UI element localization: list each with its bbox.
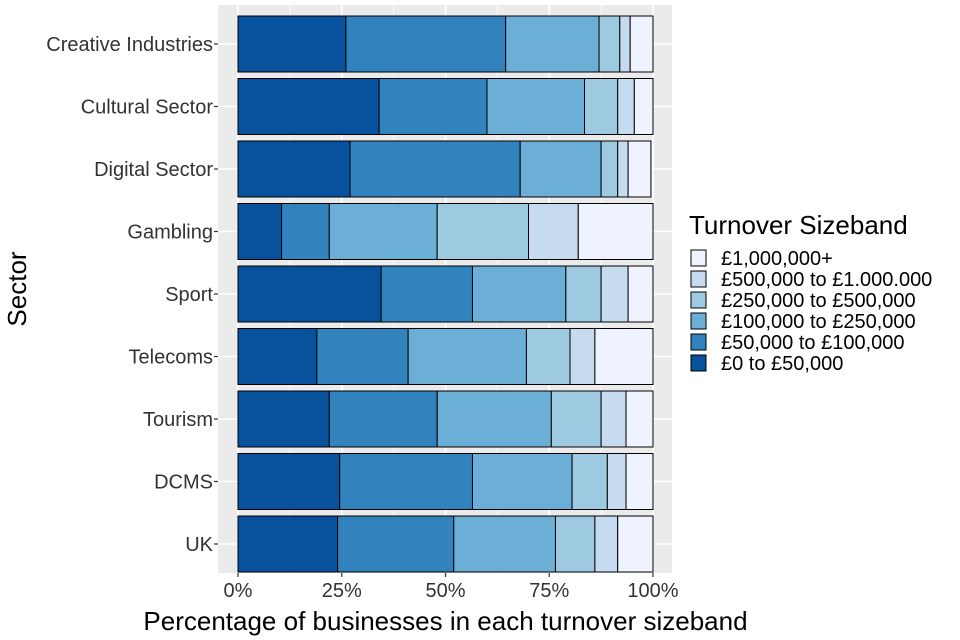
- bar-segment: [471, 453, 573, 510]
- bar-segment: [584, 78, 619, 135]
- bar-segment: [237, 390, 330, 448]
- x-axis: 0% 25% 50% 75% 100%: [224, 573, 679, 602]
- legend-swatch: [690, 270, 707, 288]
- bar-segment: [519, 140, 602, 198]
- legend-label: £1,000,000+: [721, 248, 833, 270]
- y-tick-label: Digital Sector: [94, 159, 213, 181]
- bar-segment: [633, 78, 654, 135]
- bar-segment: [565, 265, 602, 323]
- legend: Turnover Sizeband £1,000,000+£500,000 to…: [689, 210, 932, 375]
- bar-segment: [237, 265, 382, 323]
- bar-segment: [577, 203, 654, 260]
- bar-segment: [625, 390, 654, 448]
- bar-segment: [606, 453, 627, 510]
- bar-segment: [617, 140, 629, 198]
- x-tick-label: 75%: [529, 580, 569, 602]
- y-tick-label: Tourism: [143, 409, 213, 431]
- bar-segment: [598, 15, 621, 73]
- legend-label: £0 to £50,000: [721, 353, 843, 375]
- y-tick-label: UK: [185, 534, 213, 556]
- x-axis-title: Percentage of businesses in each turnove…: [143, 606, 747, 636]
- x-tick-label: 25%: [322, 580, 362, 602]
- bar-segment: [525, 328, 571, 385]
- bar-segment: [337, 515, 455, 573]
- legend-swatch: [690, 249, 707, 267]
- bar-segment: [436, 390, 552, 448]
- bar-segment: [237, 140, 351, 198]
- legend-label: £100,000 to £250,000: [721, 311, 916, 333]
- x-tick-label: 100%: [627, 580, 678, 602]
- bar-segment: [627, 140, 652, 198]
- bar-segment: [237, 203, 283, 260]
- x-tick-label: 50%: [425, 580, 465, 602]
- legend-swatch: [690, 291, 707, 309]
- bar-segment: [528, 203, 579, 260]
- bar-segment: [349, 140, 521, 198]
- bar-segment: [617, 515, 654, 573]
- bar-segment: [505, 15, 600, 73]
- bar-segment: [345, 15, 507, 73]
- bar-segment: [237, 78, 380, 135]
- legend-label: £50,000 to £100,000: [721, 332, 905, 354]
- bars: [237, 15, 654, 573]
- bar-segment: [453, 515, 556, 573]
- y-tick-label: Telecoms: [129, 347, 213, 369]
- bar-segment: [486, 78, 586, 135]
- bar-segment: [237, 328, 318, 385]
- bar-segment: [550, 390, 602, 448]
- legend-swatch: [690, 333, 707, 351]
- bar-segment: [380, 265, 473, 323]
- bar-segment: [617, 78, 635, 135]
- bar-segment: [600, 140, 619, 198]
- bar-segment: [627, 265, 654, 323]
- y-tick-label: Gambling: [127, 222, 213, 244]
- bar-segment: [471, 265, 567, 323]
- legend-swatch: [690, 354, 707, 372]
- bar-segment: [600, 390, 627, 448]
- y-tick-label: Cultural Sector: [81, 97, 214, 119]
- y-tick-label: DCMS: [154, 472, 213, 494]
- bar-segment: [629, 15, 654, 73]
- bar-segment: [571, 453, 608, 510]
- bar-segment: [328, 390, 438, 448]
- bar-segment: [554, 515, 596, 573]
- legend-swatch: [690, 312, 707, 330]
- bar-segment: [600, 265, 629, 323]
- bar-segment: [316, 328, 409, 385]
- bar-segment: [594, 515, 619, 573]
- bar-segment: [378, 78, 488, 135]
- legend-title: Turnover Sizeband: [689, 210, 908, 240]
- y-axis: Creative Industries Cultural Sector Digita…: [46, 34, 218, 556]
- legend-label: £250,000 to £500,000: [721, 290, 916, 312]
- bar-segment: [569, 328, 596, 385]
- bar-segment: [407, 328, 527, 385]
- bar-segment: [619, 15, 631, 73]
- y-tick-label: Sport: [165, 284, 213, 306]
- bar-segment: [436, 203, 530, 260]
- bar-segment: [237, 15, 347, 73]
- bar-segment: [625, 453, 654, 510]
- bar-segment: [237, 515, 339, 573]
- bar-segment: [281, 203, 330, 260]
- legend-label: £500,000 to £1.000.000: [721, 269, 932, 291]
- y-axis-title: Sector: [2, 251, 32, 326]
- bar-segment: [328, 203, 438, 260]
- bar-segment: [237, 453, 341, 510]
- bar-segment: [339, 453, 473, 510]
- bar-segment: [594, 328, 654, 385]
- y-tick-label: Creative Industries: [46, 34, 213, 56]
- x-tick-label: 0%: [224, 580, 253, 602]
